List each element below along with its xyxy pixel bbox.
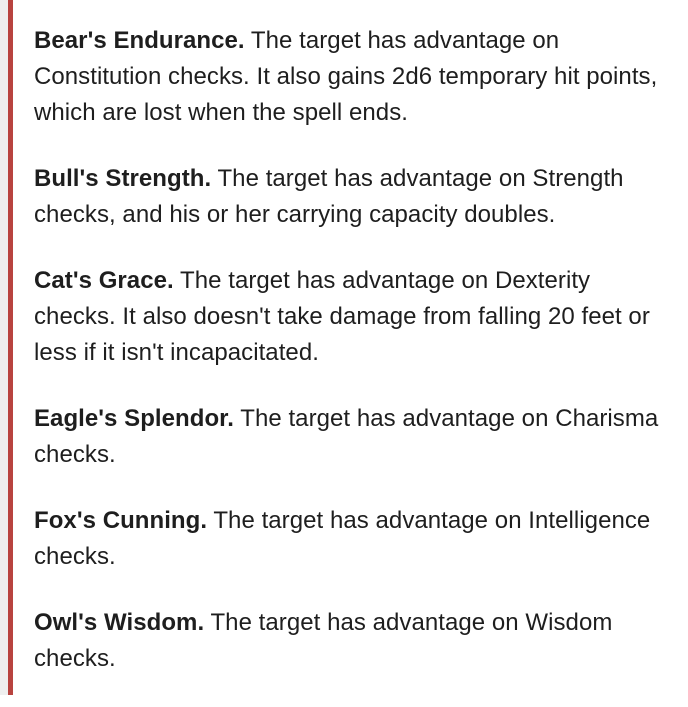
option-bears-endurance: Bear's Endurance. The target has advanta…	[34, 23, 674, 131]
option-description: The target has advantage on Constitution…	[34, 27, 658, 126]
option-name: Eagle's Splendor.	[34, 405, 234, 432]
option-description: The target has advantage on Strength che…	[34, 165, 624, 228]
option-name: Fox's Cunning.	[34, 507, 208, 534]
option-owls-wisdom: Owl's Wisdom. The target has advantage o…	[34, 605, 674, 677]
quote-accent-bar	[8, 0, 13, 695]
option-description: The target has advantage on Charisma che…	[34, 405, 659, 468]
spell-options-list: Bear's Endurance. The target has advanta…	[34, 23, 674, 707]
option-name: Owl's Wisdom.	[34, 609, 205, 636]
option-description: The target has advantage on Wisdom check…	[34, 609, 613, 672]
option-name: Bear's Endurance.	[34, 27, 245, 54]
option-bulls-strength: Bull's Strength. The target has advantag…	[34, 161, 674, 233]
option-eagles-splendor: Eagle's Splendor. The target has advanta…	[34, 401, 674, 473]
option-foxs-cunning: Fox's Cunning. The target has advantage …	[34, 503, 674, 575]
left-edge-shade	[0, 0, 8, 695]
option-description: The target has advantage on Dexterity ch…	[34, 267, 650, 366]
option-cats-grace: Cat's Grace. The target has advantage on…	[34, 263, 674, 371]
option-name: Cat's Grace.	[34, 267, 174, 294]
option-name: Bull's Strength.	[34, 165, 212, 192]
option-description: The target has advantage on Intelligence…	[34, 507, 651, 570]
